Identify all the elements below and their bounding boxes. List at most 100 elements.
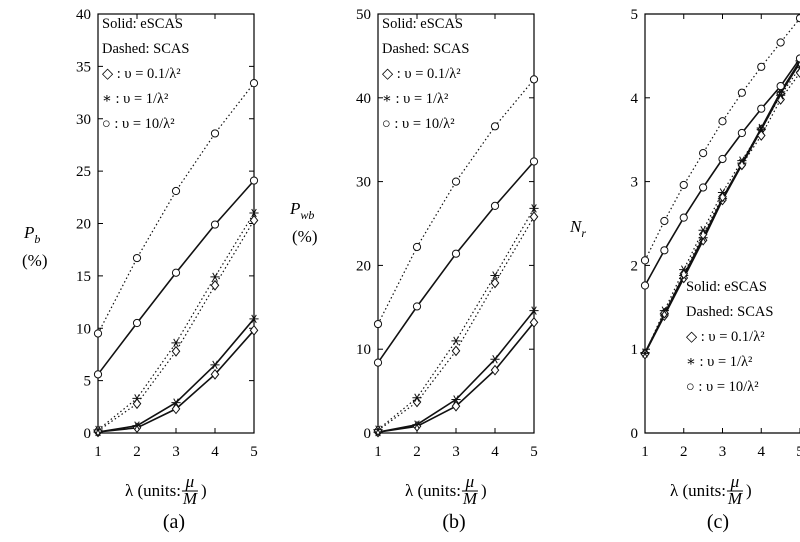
y-tick-label: 0: [364, 426, 372, 442]
data-point: [776, 81, 785, 91]
legend-entry: ∗ : υ = 1/λ²: [102, 91, 169, 107]
data-point: [210, 129, 220, 138]
data-point: [529, 75, 539, 84]
x-tick-label: 1: [641, 444, 649, 460]
x-tick-label: 4: [758, 444, 766, 460]
data-point: [210, 368, 220, 380]
x-tick-label: 3: [719, 444, 727, 460]
data-point: [640, 349, 650, 358]
series-line: [377, 160, 535, 364]
y-tick-label: 10: [76, 321, 91, 337]
data-point: [412, 302, 422, 311]
x-tick-label: 5: [250, 444, 258, 460]
y-axis-label-subscript: r: [581, 226, 586, 240]
data-point: [757, 62, 766, 71]
y-axis-unit: (%): [292, 227, 317, 246]
series-dashed-circle: [93, 79, 259, 338]
x-axis-label-close: ): [746, 481, 752, 500]
legend-entry: Dashed: SCAS: [686, 304, 773, 320]
y-tick-label: 5: [631, 7, 639, 23]
x-tick-label: 5: [796, 444, 800, 460]
data-point: [776, 38, 785, 47]
data-point: [795, 14, 800, 23]
y-tick-label: 2: [631, 258, 639, 274]
series-solid-circle: [93, 176, 259, 379]
x-tick-label: 3: [172, 444, 180, 460]
data-point: [451, 336, 461, 346]
data-point: [132, 394, 142, 403]
data-point: [451, 395, 461, 404]
y-tick-label: 40: [356, 91, 371, 107]
series-dashed-star: [93, 208, 259, 435]
series-line: [644, 17, 800, 261]
data-point: [737, 156, 747, 165]
data-point: [776, 94, 785, 105]
legend-entry: ∗ : υ = 1/λ²: [382, 91, 449, 107]
y-tick-label: 50: [356, 7, 371, 23]
series-line: [644, 72, 800, 355]
data-point: [699, 183, 708, 192]
data-point: [171, 268, 181, 277]
x-tick-label: 5: [530, 444, 538, 460]
data-point: [373, 425, 383, 434]
x-axis-frac-numerator: μ: [730, 472, 740, 491]
data-point: [529, 306, 539, 315]
data-point: [756, 125, 766, 134]
data-point: [640, 256, 650, 265]
panel-label: (c): [707, 511, 729, 533]
panel-label: (a): [163, 511, 185, 533]
data-point: [132, 421, 142, 430]
data-point: [718, 191, 727, 203]
data-point: [679, 180, 688, 190]
x-tick-label: 2: [413, 444, 421, 460]
legend-entry: ◇ : υ = 0.1/λ²: [686, 329, 765, 345]
legend-entry: ○ : υ = 10/λ²: [102, 116, 175, 132]
data-point: [795, 63, 800, 72]
data-point: [412, 242, 422, 252]
x-axis-label: λ (units:: [670, 481, 726, 500]
x-tick-label: 4: [211, 444, 219, 460]
data-point: [699, 149, 708, 158]
data-point: [490, 271, 500, 280]
data-point: [490, 201, 500, 211]
series-dashed-star: [373, 204, 539, 434]
y-axis-label-subscript: b: [34, 232, 40, 246]
data-point: [660, 216, 669, 226]
legend: Solid: eSCAS Dashed: SCAS ◇ : υ = 0.1/λ² ∗ …: [382, 16, 469, 132]
legend-entry: ◇ : υ = 0.1/λ²: [382, 66, 461, 82]
y-tick-label: 3: [631, 175, 639, 191]
data-point: [698, 225, 708, 235]
data-point: [451, 177, 461, 186]
y-tick-label: 20: [76, 217, 91, 233]
data-point: [718, 117, 727, 126]
data-point: [737, 128, 746, 138]
series-solid-circle: [640, 54, 800, 290]
series-line: [97, 220, 255, 432]
data-point: [776, 91, 786, 100]
chart-panel-2: 0 10 20 30 40 50 1 2 3 4 5 Pwb (%) λ (units: μM) Solid…: [289, 7, 539, 533]
series-dashed-star: [640, 63, 800, 358]
data-point: [490, 355, 500, 364]
x-axis-frac-denominator: M: [727, 489, 743, 508]
y-tick-label: 10: [356, 342, 371, 358]
legend-entry: Dashed: SCAS: [102, 41, 189, 57]
data-point: [132, 253, 142, 263]
y-tick-label: 20: [356, 258, 371, 274]
data-point: [249, 214, 259, 226]
data-point: [640, 281, 650, 290]
data-point: [660, 246, 669, 255]
data-point: [679, 265, 689, 274]
data-point: [698, 228, 708, 240]
data-point: [679, 268, 689, 280]
x-axis-label-close: ): [481, 481, 487, 500]
x-tick-label: 1: [374, 444, 382, 460]
data-point: [717, 188, 728, 197]
y-axis-label: Pwb: [289, 199, 314, 222]
x-tick-label: 1: [94, 444, 102, 460]
y-axis-label: Pb: [23, 223, 40, 246]
data-point: [171, 338, 181, 348]
chart-panel-1: 0 5 10 15 20 25 30 35 40 1 2 3 4 5 Pb (%) λ (units: μM) S…: [22, 7, 259, 533]
data-point: [529, 204, 539, 213]
y-axis-label-subscript: wb: [300, 208, 314, 222]
